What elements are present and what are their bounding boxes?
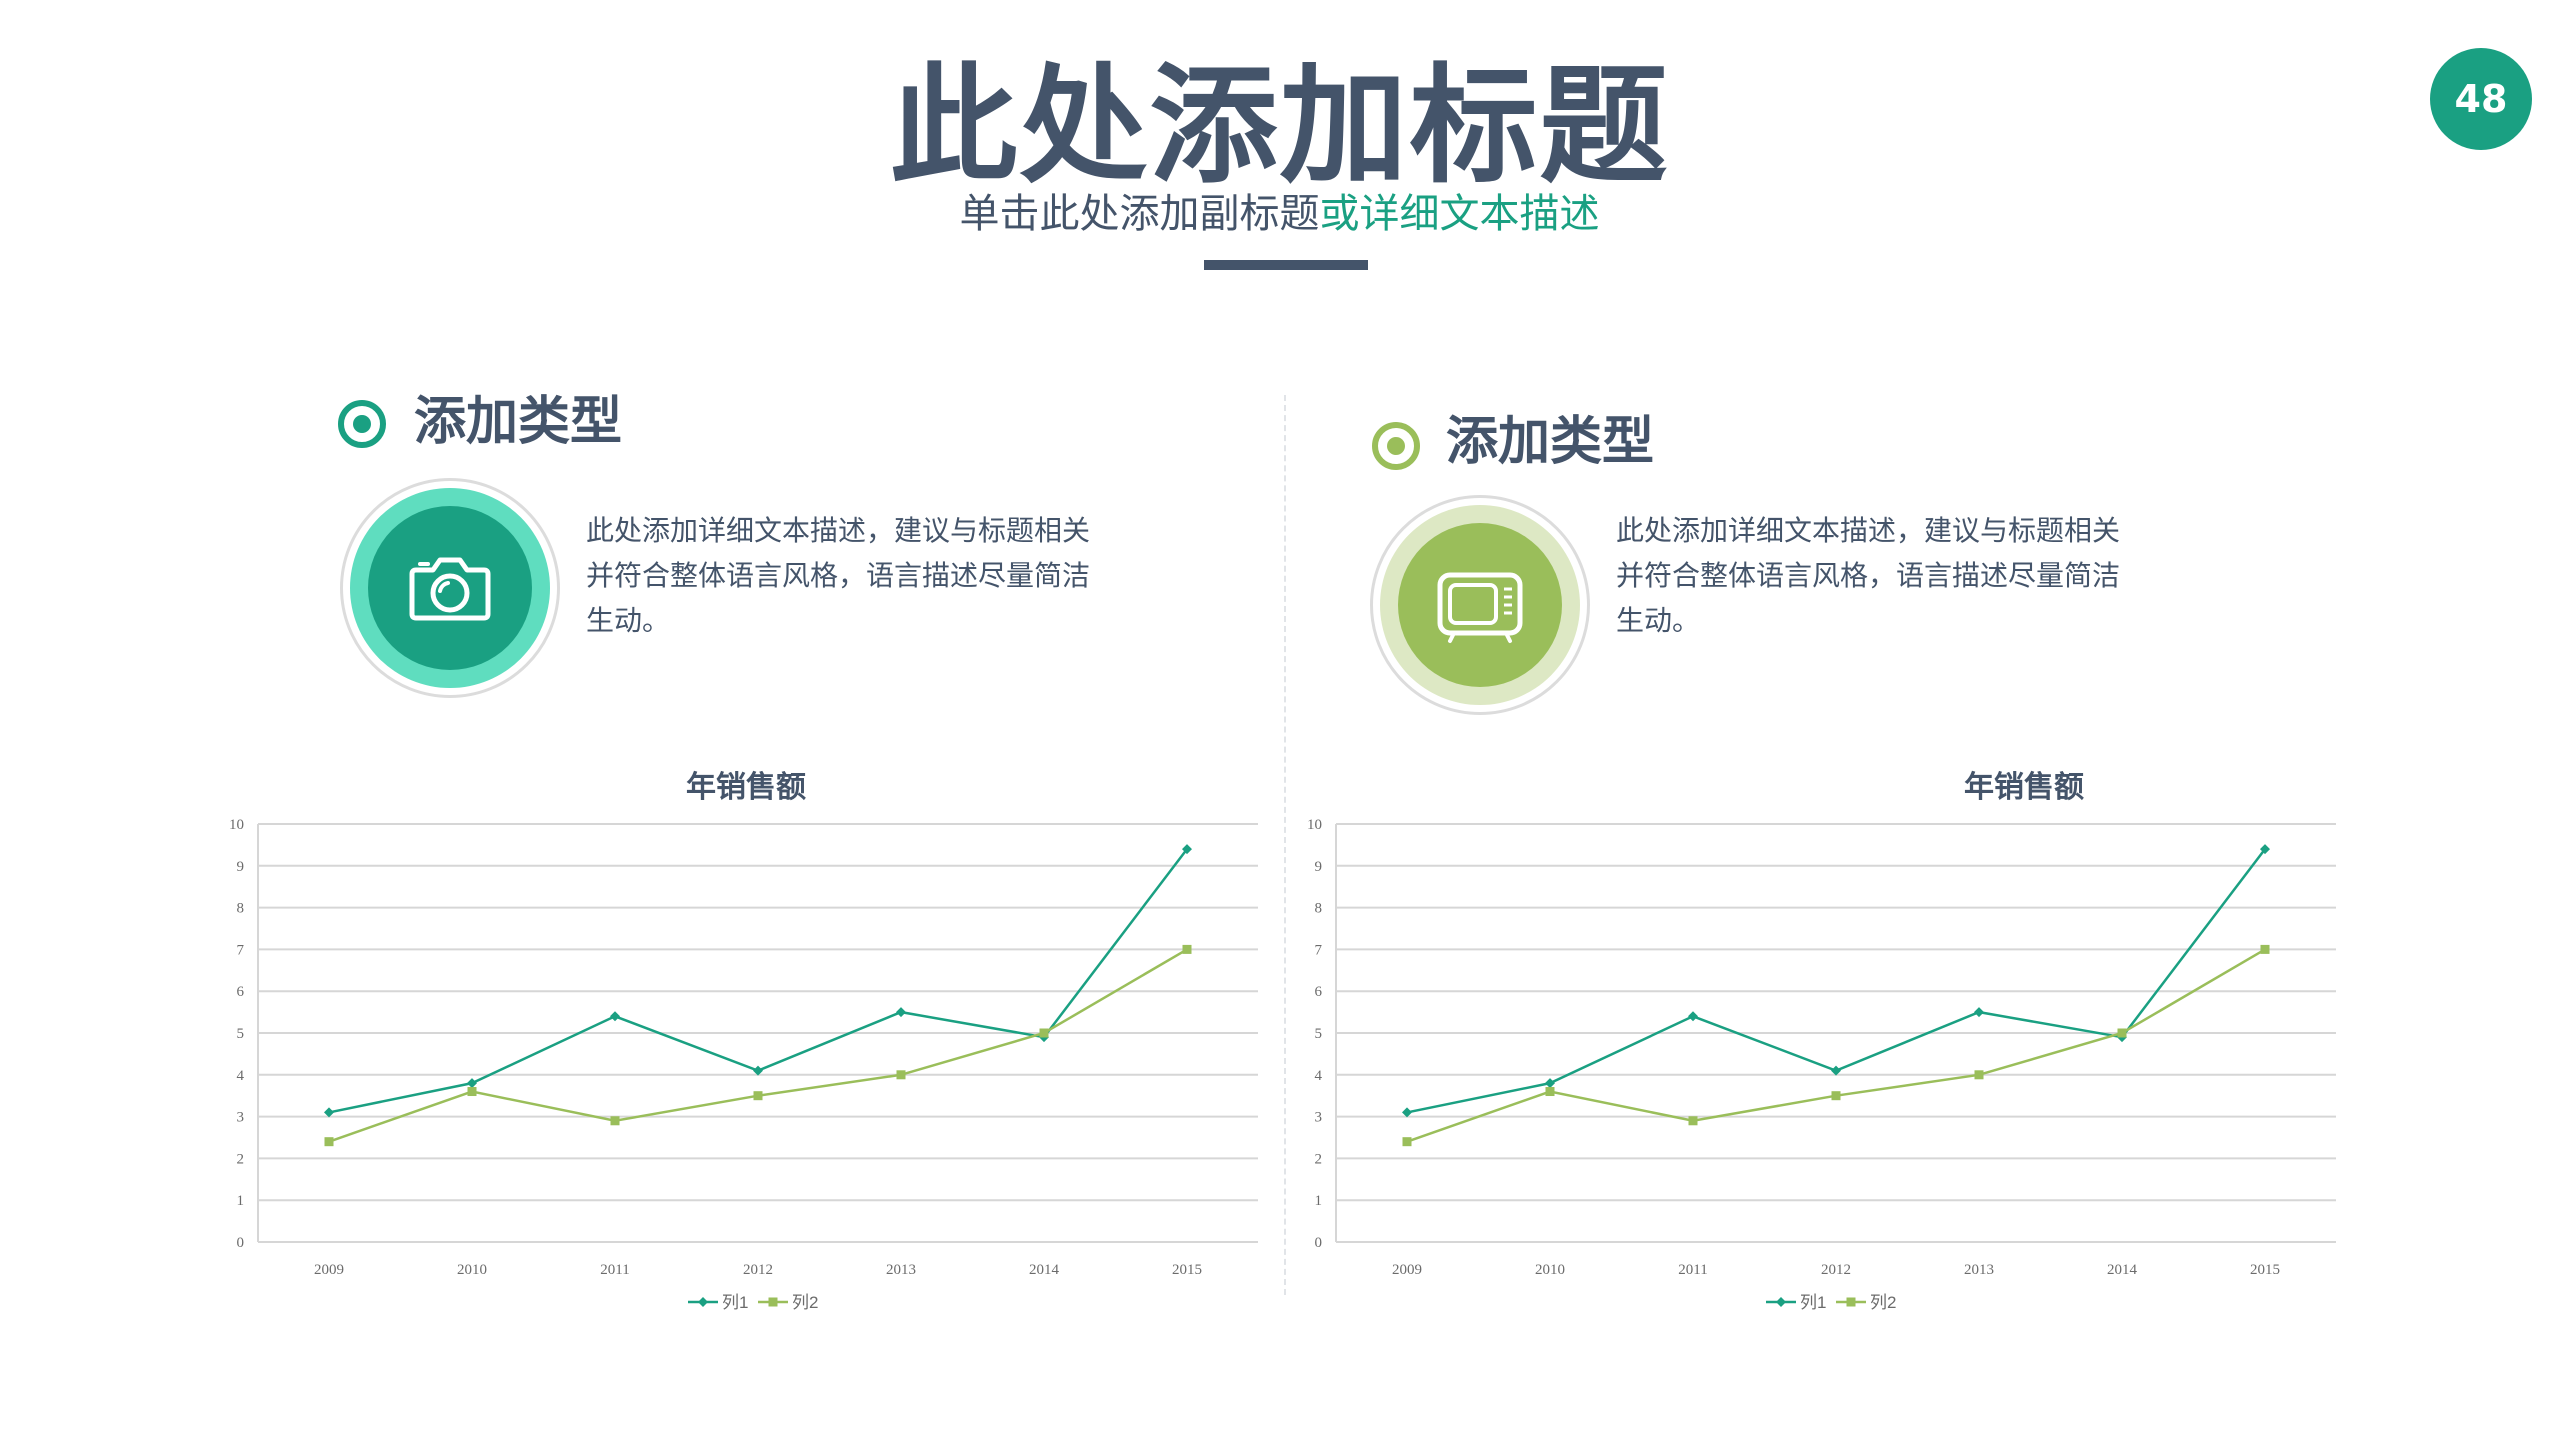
- data-point: [1974, 1007, 1984, 1018]
- data-point: [2117, 1028, 2127, 1038]
- legend-marker: [1776, 1297, 1786, 1307]
- y-tick-label: 0: [237, 1235, 245, 1251]
- section-heading: 添加类型: [414, 392, 623, 452]
- sales-line-chart: 0 1 2 3 4 5 6 7 8 9 10 2009 2010 2011 2012 2013 2014 2015…: [1307, 817, 2336, 1312]
- y-tick-label: 10: [1307, 817, 1322, 833]
- data-point: [467, 1087, 477, 1097]
- center-divider: [1284, 395, 1286, 1295]
- x-tick-label: 2013: [1964, 1262, 1994, 1278]
- data-point: [1545, 1087, 1555, 1097]
- data-point: [2260, 944, 2270, 954]
- data-point: [1831, 1091, 1841, 1101]
- legend-marker: [768, 1297, 778, 1307]
- panel-right: 添加类型 此处添加详细文本描述，建议与标题相关并符合整体语言风格，语言描述尽量简…: [1284, 0, 2554, 1440]
- data-point: [896, 1007, 906, 1018]
- panel-left: 添加类型 此处添加详细文本描述，建议与标题相关并符合整体语言风格，语言描述尽量简…: [0, 0, 1270, 1440]
- legend-label: 列1: [1800, 1293, 1826, 1312]
- tv-icon-badge: [1370, 495, 1590, 715]
- y-tick-label: 2: [237, 1151, 245, 1167]
- radio-bullet-icon: [1372, 422, 1420, 470]
- data-point: [610, 1116, 620, 1126]
- data-point: [1039, 1028, 1049, 1038]
- legend-marker: [698, 1297, 708, 1307]
- x-tick-label: 2009: [1392, 1262, 1422, 1278]
- legend-label: 列2: [792, 1293, 818, 1312]
- x-tick-label: 2011: [1678, 1262, 1707, 1278]
- subtitle-accent: 或详细文本描述: [1319, 191, 1600, 237]
- x-tick-label: 2010: [1535, 1262, 1565, 1278]
- page-number-badge: 48: [2430, 48, 2532, 150]
- section-description: 此处添加详细文本描述，建议与标题相关并符合整体语言风格，语言描述尽量简洁生动。: [586, 514, 1091, 637]
- legend-label: 列2: [1870, 1293, 1896, 1312]
- y-tick-label: 5: [237, 1026, 245, 1042]
- data-point: [1545, 1078, 1555, 1089]
- data-point: [1182, 844, 1192, 855]
- data-point: [1402, 1107, 1412, 1118]
- y-tick-label: 3: [237, 1110, 245, 1126]
- x-tick-label: 2015: [2250, 1262, 2280, 1278]
- data-point: [2260, 844, 2270, 855]
- x-tick-label: 2012: [1821, 1262, 1851, 1278]
- data-point: [610, 1011, 620, 1022]
- camera-icon-badge: [340, 478, 560, 698]
- y-tick-label: 5: [1315, 1026, 1323, 1042]
- radio-bullet-icon: [338, 400, 386, 448]
- sales-line-chart: 0 1 2 3 4 5 6 7 8 9 10 2009 2010 2011 2012 2013 2014 2015…: [229, 817, 1258, 1312]
- data-point: [753, 1065, 763, 1076]
- subtitle-main: 单击此处添加副标题: [959, 191, 1320, 237]
- y-tick-label: 1: [1315, 1193, 1323, 1209]
- camera-icon: [409, 557, 491, 621]
- y-tick-label: 7: [237, 942, 245, 958]
- data-point: [1831, 1065, 1841, 1076]
- y-tick-label: 9: [1315, 859, 1323, 875]
- data-point: [1974, 1070, 1984, 1080]
- y-tick-label: 8: [237, 901, 245, 917]
- data-point: [324, 1107, 334, 1118]
- x-tick-label: 2015: [1172, 1262, 1202, 1278]
- y-tick-label: 4: [237, 1068, 245, 1084]
- y-tick-label: 7: [1315, 942, 1323, 958]
- chart-title: 年销售额: [686, 770, 806, 805]
- tv-icon: [1437, 572, 1523, 643]
- x-tick-label: 2014: [1029, 1262, 1060, 1278]
- y-tick-label: 6: [237, 984, 245, 1000]
- x-tick-label: 2012: [743, 1262, 773, 1278]
- data-point: [1402, 1137, 1412, 1147]
- legend-marker: [1846, 1297, 1856, 1307]
- x-tick-label: 2011: [600, 1262, 629, 1278]
- series-line-2: [328, 948, 1188, 1143]
- data-point: [896, 1070, 906, 1080]
- y-tick-label: 10: [229, 817, 244, 833]
- data-point: [1688, 1011, 1698, 1022]
- data-point: [753, 1091, 763, 1101]
- data-point: [467, 1078, 477, 1089]
- y-tick-label: 0: [1315, 1235, 1323, 1251]
- y-tick-label: 3: [1315, 1110, 1323, 1126]
- data-point: [324, 1137, 334, 1147]
- page-title: 此处添加标题: [889, 52, 1670, 201]
- y-tick-label: 9: [237, 859, 245, 875]
- y-tick-label: 8: [1315, 901, 1323, 917]
- series-line-2: [1406, 948, 2266, 1143]
- chart-title: 年销售额: [1964, 770, 2084, 805]
- y-tick-label: 2: [1315, 1151, 1323, 1167]
- x-tick-label: 2009: [314, 1262, 344, 1278]
- data-point: [1688, 1116, 1698, 1126]
- data-point: [1182, 944, 1192, 954]
- x-tick-label: 2010: [457, 1262, 487, 1278]
- title-underline: [1204, 260, 1368, 270]
- y-tick-label: 6: [1315, 984, 1323, 1000]
- x-tick-label: 2014: [2107, 1262, 2138, 1278]
- x-tick-label: 2013: [886, 1262, 916, 1278]
- section-description: 此处添加详细文本描述，建议与标题相关并符合整体语言风格，语言描述尽量简洁生动。: [1616, 514, 2121, 637]
- y-tick-label: 1: [237, 1193, 245, 1209]
- page-subtitle: 单击此处添加副标题或详细文本描述: [0, 186, 2559, 242]
- y-tick-label: 4: [1315, 1068, 1323, 1084]
- legend-label: 列1: [722, 1293, 748, 1312]
- section-heading: 添加类型: [1446, 412, 1655, 472]
